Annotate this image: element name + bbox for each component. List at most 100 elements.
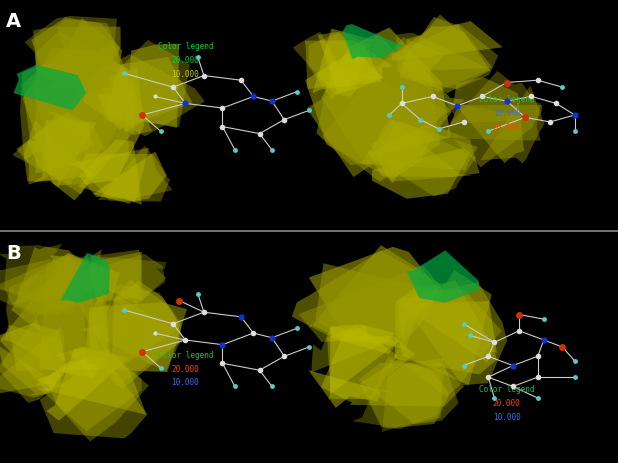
Polygon shape	[40, 356, 147, 438]
Polygon shape	[0, 255, 91, 316]
Polygon shape	[360, 358, 449, 429]
Polygon shape	[342, 25, 404, 60]
Polygon shape	[358, 363, 459, 424]
Polygon shape	[57, 28, 121, 103]
Polygon shape	[84, 303, 187, 372]
Polygon shape	[98, 146, 173, 201]
Polygon shape	[382, 360, 442, 432]
Polygon shape	[391, 22, 502, 62]
Polygon shape	[0, 244, 62, 308]
Polygon shape	[305, 41, 393, 90]
Polygon shape	[35, 344, 142, 432]
Polygon shape	[0, 253, 90, 315]
Polygon shape	[46, 347, 129, 421]
Polygon shape	[46, 357, 149, 442]
Polygon shape	[0, 325, 72, 394]
Polygon shape	[395, 281, 497, 375]
Polygon shape	[370, 119, 473, 182]
Polygon shape	[0, 326, 65, 398]
Polygon shape	[298, 265, 444, 350]
Polygon shape	[407, 251, 479, 303]
Polygon shape	[349, 358, 464, 407]
Polygon shape	[352, 356, 445, 428]
Polygon shape	[23, 49, 135, 201]
Polygon shape	[79, 154, 170, 202]
Polygon shape	[33, 69, 145, 186]
Polygon shape	[12, 266, 88, 317]
Polygon shape	[88, 252, 142, 303]
Polygon shape	[82, 296, 180, 372]
Text: 10.000: 10.000	[172, 378, 199, 387]
Polygon shape	[79, 140, 142, 206]
Polygon shape	[85, 250, 143, 301]
Polygon shape	[311, 326, 390, 373]
Polygon shape	[17, 113, 91, 185]
Polygon shape	[40, 261, 110, 378]
Polygon shape	[89, 280, 180, 377]
Text: Color legend: Color legend	[158, 42, 213, 51]
Polygon shape	[97, 257, 166, 310]
Polygon shape	[93, 152, 167, 204]
Polygon shape	[20, 46, 140, 161]
Polygon shape	[403, 15, 493, 72]
Polygon shape	[370, 121, 476, 197]
Polygon shape	[48, 19, 120, 95]
Text: Color legend: Color legend	[158, 350, 213, 359]
Polygon shape	[22, 48, 132, 195]
Polygon shape	[367, 126, 480, 178]
Polygon shape	[293, 33, 359, 98]
Polygon shape	[307, 49, 465, 178]
Polygon shape	[0, 323, 66, 393]
Polygon shape	[454, 78, 524, 164]
Polygon shape	[292, 251, 441, 343]
Polygon shape	[35, 32, 129, 174]
Polygon shape	[99, 41, 190, 128]
Polygon shape	[327, 326, 397, 399]
Polygon shape	[407, 25, 498, 91]
Polygon shape	[372, 149, 470, 199]
Polygon shape	[80, 250, 102, 295]
Polygon shape	[82, 254, 165, 304]
Polygon shape	[308, 370, 402, 408]
Polygon shape	[394, 289, 502, 397]
Polygon shape	[313, 27, 382, 94]
Polygon shape	[84, 42, 152, 136]
Polygon shape	[305, 36, 452, 180]
Polygon shape	[0, 345, 60, 396]
Polygon shape	[33, 20, 121, 93]
Polygon shape	[446, 72, 541, 141]
Polygon shape	[91, 58, 192, 130]
Text: 20.000: 20.000	[493, 123, 520, 132]
Polygon shape	[32, 18, 122, 80]
Text: 20.000: 20.000	[493, 399, 520, 407]
Polygon shape	[361, 120, 478, 170]
Text: 10.000: 10.000	[493, 413, 520, 421]
Polygon shape	[44, 109, 95, 149]
Polygon shape	[0, 254, 120, 376]
Polygon shape	[0, 312, 64, 403]
Polygon shape	[14, 66, 87, 111]
Polygon shape	[125, 45, 179, 133]
Polygon shape	[11, 253, 90, 370]
Polygon shape	[308, 32, 371, 100]
Text: A: A	[6, 12, 21, 31]
Polygon shape	[330, 325, 397, 394]
Polygon shape	[322, 38, 445, 182]
Text: 10.000: 10.000	[172, 70, 199, 79]
Polygon shape	[446, 106, 543, 168]
Polygon shape	[394, 301, 497, 363]
Polygon shape	[88, 284, 182, 387]
Polygon shape	[316, 61, 445, 183]
Polygon shape	[400, 282, 507, 385]
Polygon shape	[25, 17, 117, 99]
Polygon shape	[321, 28, 451, 159]
Polygon shape	[400, 18, 491, 94]
Polygon shape	[36, 349, 146, 415]
Polygon shape	[446, 102, 538, 125]
Polygon shape	[69, 148, 149, 203]
Polygon shape	[396, 34, 490, 93]
Polygon shape	[104, 55, 205, 137]
Polygon shape	[12, 116, 103, 185]
Polygon shape	[61, 253, 110, 303]
Polygon shape	[318, 33, 384, 95]
